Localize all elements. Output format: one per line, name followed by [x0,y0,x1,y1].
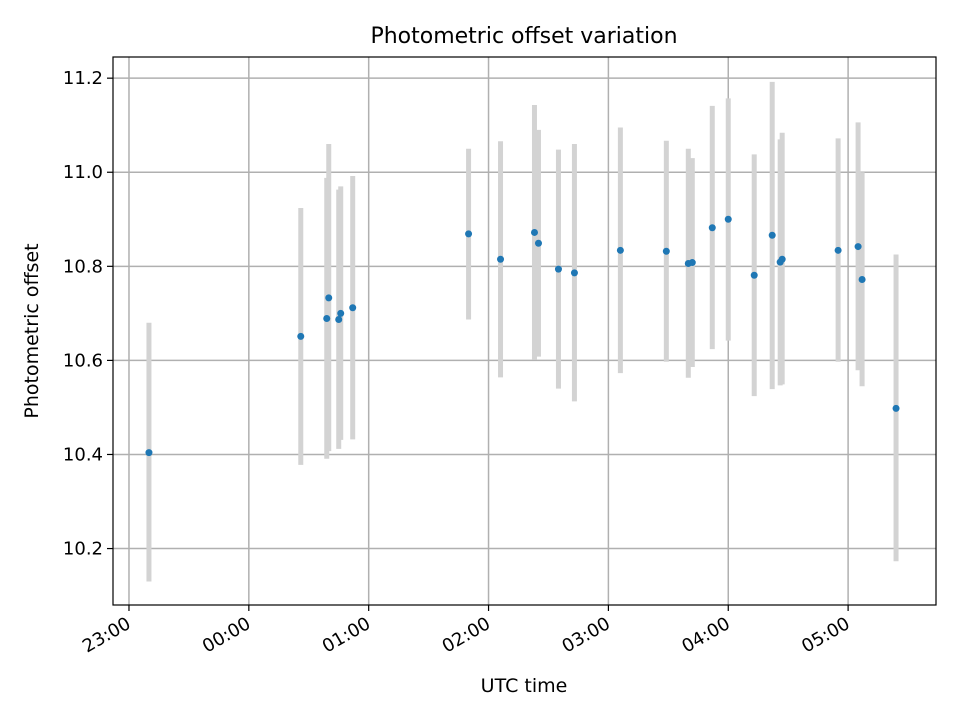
data-point [530,228,538,236]
y-axis-ticks: 10.2 10.4 10.6 10.8 11.0 11.2 [63,68,113,560]
y-tick-label: 10.8 [63,256,103,277]
data-point [145,449,153,457]
y-tick-label: 11.2 [63,68,103,89]
data-point [534,239,542,247]
x-tick-label: 02:00 [439,613,494,657]
data-point [497,255,505,263]
error-bars [146,81,899,582]
x-axis-label: UTC time [481,675,568,697]
y-tick-label: 11.0 [63,162,103,183]
data-point [662,247,670,255]
y-tick-label: 10.2 [63,539,103,560]
data-point [325,294,333,302]
x-tick-label: 01:00 [319,613,374,657]
data-point [834,246,842,254]
data-point [335,315,343,323]
grid-lines [113,57,936,605]
data-point [708,224,716,232]
data-point [768,231,776,239]
data-point [892,404,900,412]
data-point [750,271,758,279]
data-point [465,230,473,238]
x-tick-label: 23:00 [79,613,134,657]
data-point [337,309,345,317]
data-point [554,265,562,273]
chart-title: Photometric offset variation [370,24,677,49]
x-tick-label: 05:00 [798,613,853,657]
data-point [854,243,862,251]
y-tick-label: 10.4 [63,444,103,465]
data-points [145,215,900,457]
data-point [858,275,866,283]
data-point [724,215,732,223]
y-axis-label: Photometric offset [21,243,43,418]
x-tick-label: 03:00 [558,613,613,657]
data-point [688,259,696,267]
x-axis-ticks: 23:00 00:00 01:00 02:00 03:00 04:00 05:00 [79,605,854,657]
plot-frame [112,56,937,606]
data-point [323,315,331,323]
data-point [570,269,578,277]
data-point [616,246,624,254]
x-tick-label: 04:00 [678,613,733,657]
y-tick-label: 10.6 [63,350,103,371]
data-point [778,255,786,263]
data-point [349,304,357,312]
data-point [297,332,305,340]
x-tick-label: 00:00 [199,613,254,657]
